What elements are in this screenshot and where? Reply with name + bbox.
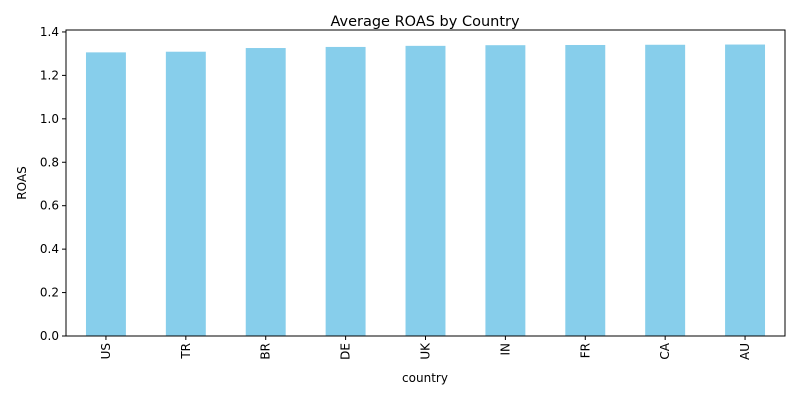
x-tick-label: DE — [339, 343, 353, 360]
x-tick-label: CA — [658, 342, 672, 359]
y-tick-label: 0.6 — [40, 199, 59, 213]
y-axis-title: ROAS — [15, 166, 29, 199]
bar-tr — [165, 51, 206, 336]
bar-ca — [645, 44, 686, 337]
bars-group — [85, 44, 766, 337]
bar-de — [325, 46, 366, 336]
y-tick-label: 1.0 — [40, 112, 59, 126]
x-axis: US TR BR DE UK IN FR CA AU — [99, 336, 752, 360]
bar-fr — [565, 44, 606, 337]
bar-uk — [405, 45, 446, 336]
x-tick-label: BR — [259, 343, 273, 360]
bar-us — [85, 52, 126, 337]
x-tick-label: IN — [498, 343, 512, 356]
y-tick-label: 0.8 — [40, 155, 59, 169]
x-tick-label: AU — [738, 343, 752, 360]
x-tick-label: TR — [179, 343, 193, 360]
y-tick-label: 0.2 — [40, 286, 59, 300]
x-tick-label: FR — [578, 343, 592, 358]
x-tick-label: UK — [419, 342, 433, 360]
y-axis: 0.0 0.2 0.4 0.6 0.8 1.0 1.2 1.4 — [40, 25, 66, 343]
y-tick-label: 1.4 — [40, 25, 59, 39]
plot-frame — [65, 29, 786, 337]
bar-au — [725, 44, 766, 337]
y-tick-label: 0.0 — [40, 329, 59, 343]
x-axis-title: country — [402, 371, 448, 385]
chart-title: Average ROAS by Country — [330, 14, 520, 30]
y-tick-label: 1.2 — [40, 68, 59, 82]
bar-br — [245, 48, 286, 336]
bar-in — [485, 45, 526, 336]
y-tick-label: 0.4 — [40, 242, 59, 256]
x-tick-label: US — [99, 343, 113, 359]
